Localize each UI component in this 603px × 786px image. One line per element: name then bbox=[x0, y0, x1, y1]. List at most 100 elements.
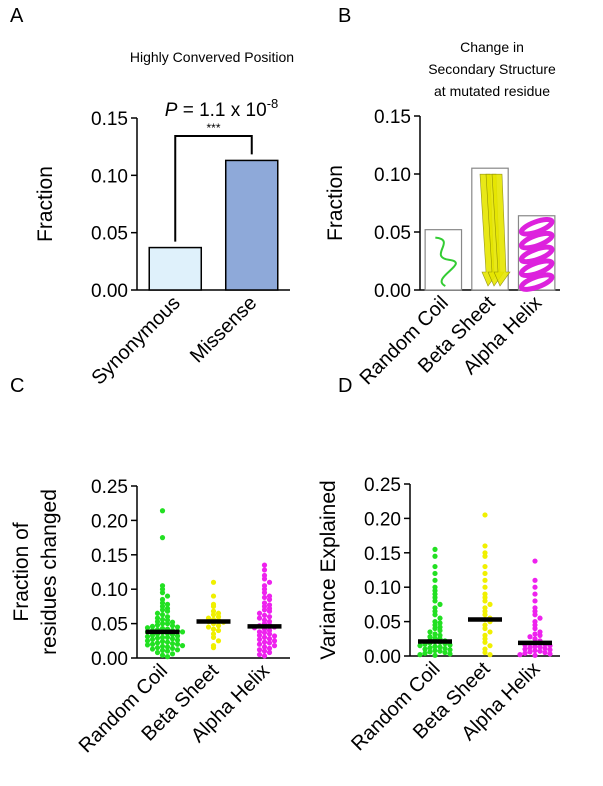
y-axis-title: Fraction bbox=[324, 165, 347, 241]
dot bbox=[447, 651, 453, 657]
p-symbol: P bbox=[165, 100, 178, 121]
dot bbox=[169, 640, 176, 647]
dot bbox=[261, 648, 268, 654]
dot bbox=[159, 634, 166, 640]
y-tick-label: 0.15 bbox=[364, 544, 401, 565]
dot bbox=[432, 570, 438, 577]
dot bbox=[210, 593, 217, 599]
significance-stars: *** bbox=[206, 121, 220, 135]
dot bbox=[537, 632, 543, 638]
dot bbox=[266, 636, 273, 642]
dot bbox=[261, 567, 268, 573]
dot bbox=[159, 638, 166, 645]
dot bbox=[532, 625, 538, 632]
dot bbox=[432, 631, 438, 637]
y-tick-label: 0.15 bbox=[374, 107, 411, 128]
dot bbox=[271, 638, 278, 644]
p-text: = 1.1 x 10 bbox=[177, 100, 266, 121]
dot bbox=[542, 649, 548, 656]
dot bbox=[482, 553, 488, 559]
panel-label: A bbox=[10, 5, 24, 27]
chart-title: Secondary Structure bbox=[428, 61, 556, 77]
dot bbox=[437, 644, 443, 650]
y-axis-title: residues changed bbox=[38, 489, 61, 655]
y-tick-label: 0.10 bbox=[374, 165, 411, 186]
dot bbox=[144, 642, 151, 648]
panel-label: C bbox=[10, 375, 24, 397]
dot bbox=[432, 652, 438, 658]
y-tick-label: 0.00 bbox=[374, 281, 411, 302]
dot bbox=[169, 645, 176, 651]
dot bbox=[215, 638, 222, 644]
dot bbox=[256, 610, 263, 616]
dot bbox=[482, 563, 488, 570]
dot bbox=[261, 629, 268, 636]
dot bbox=[532, 647, 538, 654]
y-tick-label: 0.10 bbox=[91, 580, 128, 601]
dot bbox=[271, 643, 278, 649]
dot bbox=[442, 649, 448, 656]
dot bbox=[261, 607, 268, 613]
dot bbox=[532, 558, 538, 564]
dot bbox=[210, 612, 217, 618]
helix-icon bbox=[518, 258, 555, 279]
dot bbox=[532, 591, 538, 597]
dot bbox=[482, 598, 488, 604]
dot bbox=[256, 641, 263, 647]
dot bbox=[179, 629, 186, 635]
dot bbox=[174, 641, 181, 647]
y-tick-label: 0.15 bbox=[91, 109, 128, 130]
dot bbox=[174, 647, 181, 653]
dot bbox=[266, 645, 273, 651]
dot bbox=[174, 637, 181, 643]
dot bbox=[437, 615, 443, 621]
y-axis-title: Fraction bbox=[34, 166, 57, 242]
dot bbox=[159, 616, 166, 623]
dot bbox=[159, 647, 166, 654]
dot bbox=[437, 620, 443, 626]
y-tick-label: 0.15 bbox=[91, 546, 128, 567]
significance-bracket bbox=[174, 135, 253, 242]
dot bbox=[174, 624, 181, 630]
y-tick-label: 0.10 bbox=[91, 166, 128, 187]
dot bbox=[144, 625, 151, 631]
dot bbox=[532, 577, 538, 583]
dot bbox=[532, 598, 538, 604]
p-value: P = 1.1 x 10-8 bbox=[165, 96, 279, 121]
dot bbox=[261, 594, 268, 601]
sheet-icon bbox=[491, 173, 511, 287]
dot bbox=[547, 651, 553, 657]
dot bbox=[266, 614, 273, 620]
dot bbox=[154, 645, 161, 651]
panel: A Highly Converved Position Fraction 0.00 0.… bbox=[10, 5, 294, 389]
dot bbox=[261, 639, 268, 645]
dot bbox=[432, 553, 438, 559]
dot bbox=[547, 647, 553, 653]
panel-label: B bbox=[338, 5, 351, 27]
dot bbox=[271, 633, 278, 639]
dot bbox=[432, 625, 438, 632]
dot bbox=[532, 631, 538, 637]
panel: D Variance Explained 0.00 0.05 0.10 0.15 0.20 0… bbox=[317, 375, 560, 755]
chart-title: Highly Converved Position bbox=[130, 49, 294, 65]
dot bbox=[159, 508, 166, 514]
y-tick-label: 0.20 bbox=[91, 511, 128, 532]
dot bbox=[537, 615, 543, 621]
helix-icon bbox=[518, 216, 555, 237]
y-tick-label: 0.00 bbox=[364, 647, 401, 668]
dot bbox=[427, 645, 433, 651]
dot bbox=[164, 593, 171, 599]
y-tick-label: 0.00 bbox=[91, 649, 128, 670]
y-tick-label: 0.25 bbox=[364, 475, 401, 496]
dot bbox=[164, 648, 171, 654]
dot bbox=[537, 644, 543, 650]
panel-label: D bbox=[338, 375, 352, 397]
dot bbox=[522, 650, 528, 656]
dot bbox=[266, 631, 273, 637]
dot bbox=[482, 625, 488, 632]
dot bbox=[210, 626, 217, 632]
dot bbox=[169, 636, 176, 642]
helix-icon bbox=[518, 272, 555, 292]
dot bbox=[205, 624, 212, 630]
